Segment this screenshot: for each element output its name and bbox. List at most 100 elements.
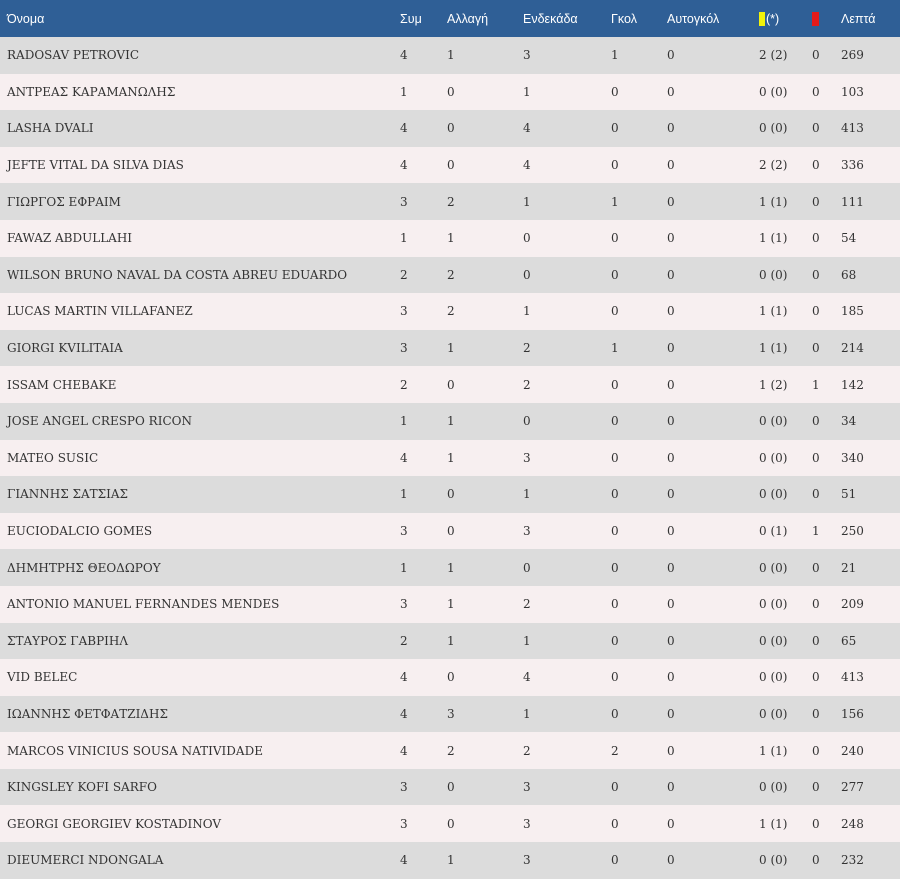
header-yellow-cards[interactable]: (*) xyxy=(756,0,809,37)
starts-cell: 0 xyxy=(523,414,531,429)
header-start[interactable]: Ενδεκάδα xyxy=(523,11,578,26)
goals-cell: 0 xyxy=(611,524,619,539)
table-row: EUCIODALCIO GOMES 3 0 3 0 0 0 (1) 1 250 xyxy=(0,512,900,550)
substitutions-cell: 0 xyxy=(447,377,455,392)
starts-cell: 4 xyxy=(523,670,531,685)
header-own-goals[interactable]: Αυτογκόλ xyxy=(667,11,720,26)
table-row: DIEUMERCI NDONGALA 4 1 3 0 0 0 (0) 0 232 xyxy=(0,842,900,879)
appearances-cell: 2 xyxy=(400,633,408,648)
goals-cell: 0 xyxy=(611,780,619,795)
player-name[interactable]: JEFTE VITAL DA SILVA DIAS xyxy=(7,158,184,173)
own-goals-cell: 0 xyxy=(667,633,675,648)
substitutions-cell: 1 xyxy=(447,450,455,465)
player-name[interactable]: JOSE ANGEL CRESPO RICON xyxy=(7,414,192,429)
yellow-cards-cell: 0 (0) xyxy=(759,780,788,795)
table-row: GEORGI GEORGIEV KOSTADINOV 3 0 3 0 0 1 (1) 0 248 xyxy=(0,805,900,843)
header-apps[interactable]: Συμ xyxy=(400,11,422,26)
minutes-cell: 269 xyxy=(841,48,864,63)
minutes-cell: 111 xyxy=(841,194,864,209)
header-row: Όνομα Συμ Αλλαγή Ενδεκάδα Γκολ Αυτογκόλ … xyxy=(0,0,900,37)
player-name[interactable]: VID BELEC xyxy=(7,670,78,685)
table-row: ISSAM CHEBAKE 2 0 2 0 0 1 (2) 1 142 xyxy=(0,366,900,403)
player-name[interactable]: ΔΗΜΗΤΡΗΣ ΘΕΟΔΩΡΟΥ xyxy=(7,560,161,575)
player-name[interactable]: ISSAM CHEBAKE xyxy=(7,377,117,392)
appearances-cell: 4 xyxy=(400,158,408,173)
header-sub[interactable]: Αλλαγή xyxy=(447,11,489,26)
yellow-cards-cell: 1 (1) xyxy=(759,304,788,319)
goals-cell: 0 xyxy=(611,633,619,648)
own-goals-cell: 0 xyxy=(667,84,675,99)
starts-cell: 4 xyxy=(523,158,531,173)
minutes-cell: 240 xyxy=(841,743,864,758)
player-name[interactable]: ΑΝΤΡΕΑΣ ΚΑΡΑΜΑΝΩΛΗΣ xyxy=(7,84,176,99)
red-cards-cell: 0 xyxy=(812,633,820,648)
substitutions-cell: 1 xyxy=(447,231,455,246)
player-name[interactable]: GEORGI GEORGIEV KOSTADINOV xyxy=(7,816,222,831)
substitutions-cell: 1 xyxy=(447,414,455,429)
goals-cell: 0 xyxy=(611,377,619,392)
appearances-cell: 2 xyxy=(400,377,408,392)
minutes-cell: 336 xyxy=(841,158,864,173)
player-name[interactable]: ANTONIO MANUEL FERNANDES MENDES xyxy=(7,597,280,612)
player-name[interactable]: ΙΩΑΝΝΗΣ ΦΕΤΦΑΤΖΙΔΗΣ xyxy=(7,706,168,721)
goals-cell: 0 xyxy=(611,231,619,246)
player-name[interactable]: ΓΙΩΡΓΟΣ ΕΦΡΑΙΜ xyxy=(7,194,121,209)
goals-cell: 0 xyxy=(611,670,619,685)
header-minutes[interactable]: Λεπτά xyxy=(841,11,876,26)
table-body: RADOSAV PETROVIC 4 1 3 1 0 2 (2) 0 269 ΑΝΤΡΕΑΣ ΚΑ… xyxy=(0,37,900,879)
appearances-cell: 4 xyxy=(400,670,408,685)
goals-cell: 2 xyxy=(611,743,619,758)
minutes-cell: 277 xyxy=(841,780,864,795)
player-name[interactable]: FAWAZ ABDULLAHI xyxy=(7,231,133,246)
substitutions-cell: 0 xyxy=(447,524,455,539)
goals-cell: 0 xyxy=(611,816,619,831)
red-cards-cell: 0 xyxy=(812,706,820,721)
yellow-cards-cell: 0 (0) xyxy=(759,560,788,575)
header-goals[interactable]: Γκολ xyxy=(611,11,637,26)
player-name[interactable]: EUCIODALCIO GOMES xyxy=(7,524,153,539)
minutes-cell: 232 xyxy=(841,853,864,868)
player-name[interactable]: ΣΤΑΥΡΟΣ ΓΑΒΡΙΗΛ xyxy=(7,633,129,648)
minutes-cell: 340 xyxy=(841,450,864,465)
yellow-cards-cell: 2 (2) xyxy=(759,48,788,63)
appearances-cell: 4 xyxy=(400,48,408,63)
header-red-cards[interactable] xyxy=(809,0,841,37)
player-name[interactable]: MARCOS VINICIUS SOUSA NATIVIDADE xyxy=(7,743,263,758)
minutes-cell: 34 xyxy=(841,414,857,429)
substitutions-cell: 3 xyxy=(447,706,455,721)
yellow-cards-cell: 0 (0) xyxy=(759,853,788,868)
goals-cell: 0 xyxy=(611,158,619,173)
red-cards-cell: 1 xyxy=(812,524,820,539)
goals-cell: 0 xyxy=(611,706,619,721)
player-name[interactable]: LUCAS MARTIN VILLAFANEZ xyxy=(7,304,193,319)
player-name[interactable]: RADOSAV PETROVIC xyxy=(7,48,140,63)
table-row: JEFTE VITAL DA SILVA DIAS 4 0 4 0 0 2 (2) 0 336 xyxy=(0,146,900,184)
player-name[interactable]: GIORGI KVILITAIA xyxy=(7,341,123,356)
red-cards-cell: 0 xyxy=(812,743,820,758)
player-name[interactable]: WILSON BRUNO NAVAL DA COSTA ABREU EDUARD… xyxy=(7,267,348,282)
goals-cell: 1 xyxy=(611,48,619,63)
substitutions-cell: 0 xyxy=(447,670,455,685)
table-row: MARCOS VINICIUS SOUSA NATIVIDADE 4 2 2 2 0 1 (… xyxy=(0,732,900,769)
appearances-cell: 1 xyxy=(400,414,408,429)
red-cards-cell: 0 xyxy=(812,194,820,209)
table-row: ΓΙΑΝΝΗΣ ΣΑΤΣΙΑΣ 1 0 1 0 0 0 (0) 0 51 xyxy=(0,476,900,513)
yellow-cards-cell: 1 (2) xyxy=(759,377,788,392)
header-name[interactable]: Όνομα xyxy=(7,11,45,26)
player-name[interactable]: LASHA DVALI xyxy=(7,121,94,136)
starts-cell: 1 xyxy=(523,487,531,502)
starts-cell: 2 xyxy=(523,341,531,356)
own-goals-cell: 0 xyxy=(667,414,675,429)
player-name[interactable]: KINGSLEY KOFI SARFO xyxy=(7,780,157,795)
red-cards-cell: 0 xyxy=(812,121,820,136)
yellow-cards-cell: 1 (1) xyxy=(759,231,788,246)
player-name[interactable]: MATEO SUSIC xyxy=(7,450,99,465)
appearances-cell: 3 xyxy=(400,816,408,831)
own-goals-cell: 0 xyxy=(667,194,675,209)
red-cards-cell: 0 xyxy=(812,560,820,575)
player-name[interactable]: ΓΙΑΝΝΗΣ ΣΑΤΣΙΑΣ xyxy=(7,487,129,502)
starts-cell: 1 xyxy=(523,706,531,721)
table-row: KINGSLEY KOFI SARFO 3 0 3 0 0 0 (0) 0 277 xyxy=(0,768,900,806)
player-name[interactable]: DIEUMERCI NDONGALA xyxy=(7,853,164,868)
own-goals-cell: 0 xyxy=(667,670,675,685)
